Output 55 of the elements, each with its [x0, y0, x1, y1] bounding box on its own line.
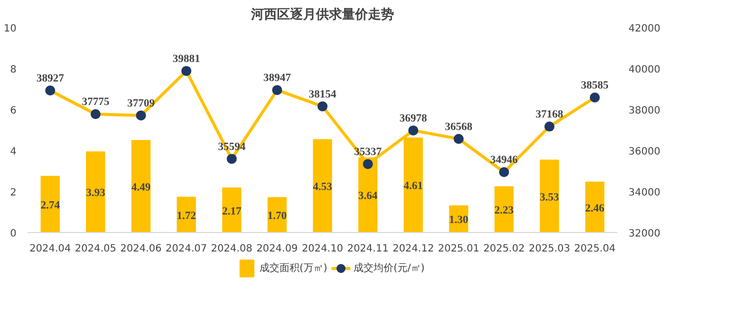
y-tick-label: 0	[10, 228, 17, 240]
x-tick-label: 2025.02	[483, 244, 525, 254]
x-tick-label: 2024.11	[347, 244, 389, 254]
data-label: 37775	[82, 96, 110, 108]
data-label: 2.46	[585, 202, 605, 214]
x-tick-label: 2025.01	[438, 244, 480, 254]
y-tick-label: 10	[4, 24, 17, 34]
x-tick-label: 2024.04	[30, 244, 71, 254]
y2-tick-label: 36000	[628, 146, 660, 158]
data-label: 4.49	[131, 181, 152, 194]
y2-tick-label: 38000	[628, 106, 660, 116]
data-label: 38947	[263, 72, 292, 84]
y-tick-label: 6	[10, 106, 17, 116]
y2-tick-label: 34000	[628, 188, 660, 198]
data-label: 38927	[36, 72, 64, 84]
data-label: 4.53	[312, 181, 333, 194]
data-label: 37168	[536, 108, 564, 121]
y-tick-label: 4	[10, 146, 17, 158]
data-label: 1.72	[176, 210, 196, 222]
y2-tick-label: 32000	[628, 228, 660, 240]
data-label: 38154	[308, 88, 337, 100]
data-label: 36568	[444, 120, 473, 133]
chart-title: 河西区逐月供求量价走势	[250, 6, 394, 22]
data-label: 3.53	[540, 191, 560, 204]
bar	[585, 182, 604, 232]
data-label: 36978	[400, 112, 428, 124]
data-label: 1.30	[449, 214, 469, 226]
data-label: 1.70	[267, 210, 288, 222]
data-label: 39881	[172, 52, 200, 65]
data-label: 38585	[581, 80, 610, 92]
x-tick-label: 2025.04	[574, 244, 616, 254]
x-tick-label: 2024.09	[256, 244, 298, 254]
bar	[131, 140, 151, 232]
data-label: 3.93	[86, 187, 106, 200]
data-label: 3.64	[358, 190, 378, 202]
data-label: 4.61	[404, 180, 423, 192]
y2-tick-label: 42000	[628, 24, 660, 34]
bar	[540, 160, 559, 232]
x-tick-label: 2025.03	[528, 244, 570, 254]
x-tick-label: 2024.07	[166, 244, 208, 254]
data-label: 2.17	[222, 205, 242, 218]
x-tick-label: 2024.12	[392, 244, 434, 254]
x-tick-label: 2024.06	[120, 244, 162, 254]
data-label: 2.23	[494, 204, 514, 217]
y-tick-label: 8	[10, 64, 17, 76]
legend-label: 成交均价(元/㎡)	[354, 262, 425, 274]
x-tick-label: 2024.05	[74, 244, 116, 254]
y2-tick-label: 40000	[628, 64, 660, 76]
legend-label: 成交面积(万㎡)	[259, 262, 328, 274]
y-tick-label: 2	[10, 188, 17, 198]
x-tick-label: 2024.10	[302, 244, 344, 254]
bar	[222, 188, 242, 232]
x-tick-label: 2024.08	[211, 244, 252, 254]
bar	[86, 151, 106, 232]
bar	[312, 139, 332, 232]
